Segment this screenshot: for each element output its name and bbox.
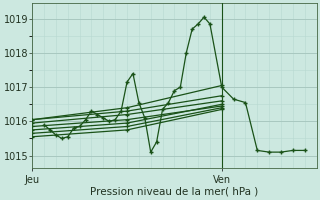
X-axis label: Pression niveau de la mer( hPa ): Pression niveau de la mer( hPa ) [90, 187, 259, 197]
